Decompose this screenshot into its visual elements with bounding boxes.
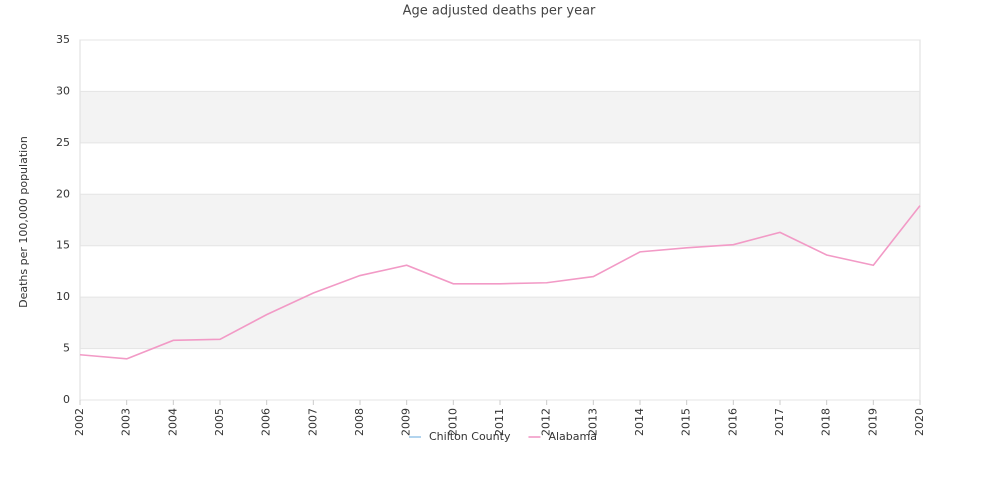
x-tick-label: 2020	[913, 408, 926, 436]
grid-band	[80, 194, 920, 246]
x-tick-label: 2011	[493, 408, 506, 436]
legend-label: Alabama	[548, 430, 597, 443]
x-tick-label: 2019	[866, 408, 879, 436]
y-tick-label: 15	[56, 239, 70, 252]
y-tick-label: 5	[63, 342, 70, 355]
x-tick-label: 2003	[120, 408, 133, 436]
x-tick-label: 2006	[260, 408, 273, 436]
x-tick-label: 2004	[166, 408, 179, 436]
y-tick-label: 35	[56, 33, 70, 46]
x-tick-label: 2014	[633, 408, 646, 436]
x-tick-label: 2016	[726, 408, 739, 436]
x-tick-label: 2013	[586, 408, 599, 436]
x-tick-label: 2008	[353, 408, 366, 436]
y-tick-label: 25	[56, 136, 70, 149]
y-tick-label: 10	[56, 290, 70, 303]
x-tick-label: 2005	[213, 408, 226, 436]
x-tick-label: 2007	[306, 408, 319, 436]
grid-band	[80, 297, 920, 349]
legend-label: Chilton County	[429, 430, 511, 443]
x-tick-label: 2018	[820, 408, 833, 436]
y-tick-label: 30	[56, 84, 70, 97]
x-tick-label: 2017	[773, 408, 786, 436]
x-tick-label: 2009	[400, 408, 413, 436]
x-tick-label: 2015	[680, 408, 693, 436]
series-line	[79, 205, 921, 360]
y-axis-label: Deaths per 100,000 population	[17, 136, 30, 308]
grid-band	[80, 91, 920, 143]
x-tick-label: 2012	[540, 408, 553, 436]
chart-title: Age adjusted deaths per year	[403, 4, 596, 19]
y-tick-label: 0	[63, 393, 70, 406]
y-tick-label: 20	[56, 187, 70, 200]
x-tick-label: 2010	[446, 408, 459, 436]
x-tick-label: 2002	[73, 408, 86, 436]
